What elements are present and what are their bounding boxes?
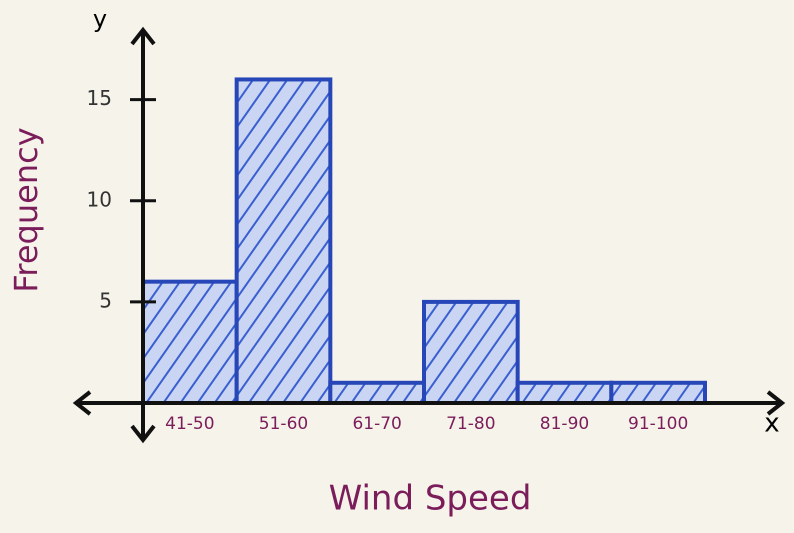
x-tick-label: 51-60 [259, 414, 308, 434]
y-tick-label: 5 [99, 288, 112, 312]
chart: y x Wind Speed Frequency 5 10 15 41-50 51-60… [0, 0, 794, 533]
background [0, 0, 794, 533]
bar [518, 383, 612, 403]
bar [330, 383, 424, 403]
bar [424, 302, 518, 403]
bar [611, 383, 705, 403]
x-axis-symbol: x [764, 409, 779, 439]
y-axis-label: Frequency [7, 127, 45, 292]
x-tick-label: 41-50 [165, 414, 214, 434]
y-tick-label: 15 [87, 86, 112, 110]
y-axis-symbol: y [93, 5, 107, 33]
x-tick-label: 61-70 [352, 414, 401, 434]
y-tick-label: 10 [87, 187, 112, 211]
bar [237, 79, 331, 403]
x-tick-label: 81-90 [540, 414, 589, 434]
x-axis-label: Wind Speed [329, 479, 532, 519]
x-tick-label: 71-80 [446, 414, 495, 434]
x-tick-label: 91-100 [628, 414, 688, 434]
bar [143, 282, 237, 403]
